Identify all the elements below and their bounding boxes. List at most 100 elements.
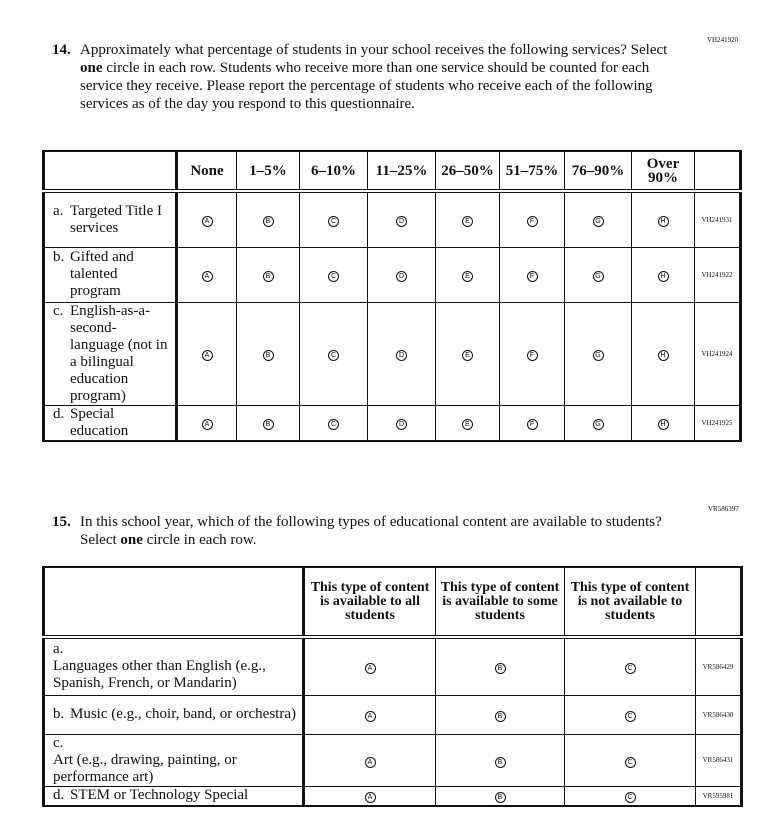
response-bubble-e[interactable]: E	[462, 271, 473, 282]
response-bubble-h[interactable]: H	[657, 271, 669, 282]
response-cell: B	[435, 785, 565, 807]
response-bubble-e[interactable]: E	[462, 216, 473, 228]
response-bubble-f[interactable]: F	[526, 419, 538, 430]
response-bubble-c[interactable]: C	[624, 792, 636, 804]
column-header: This type of content is available to all…	[303, 566, 436, 639]
response-bubble-b[interactable]: B	[494, 711, 506, 722]
response-cell: A	[176, 301, 237, 406]
response-bubble-h[interactable]: H	[657, 350, 669, 361]
response-bubble-g[interactable]: G	[592, 350, 604, 361]
response-cell: C	[299, 301, 368, 406]
response-bubble-a[interactable]: A	[364, 663, 376, 675]
table-row: b. Music (e.g., choir, band, or orchestra…	[43, 694, 742, 735]
row-letter: c.	[53, 734, 64, 751]
response-bubble-c[interactable]: C	[624, 756, 636, 768]
response-bubble-f[interactable]: F	[526, 271, 538, 282]
response-bubble-c[interactable]: C	[624, 663, 636, 675]
table-row: c.Art (e.g., drawing, painting, or perfo…	[43, 733, 742, 787]
response-cell: E	[435, 301, 500, 406]
response-bubble-b[interactable]: B	[262, 216, 274, 228]
response-bubble-c[interactable]: C	[328, 419, 339, 430]
row-letter: d.	[53, 405, 65, 422]
response-bubble-b[interactable]: B	[494, 756, 506, 768]
response-cell: A	[303, 785, 436, 807]
response-cell: A	[176, 246, 237, 303]
response-cell: D	[367, 190, 436, 248]
response-bubble-e[interactable]: E	[462, 350, 473, 361]
column-header: 1–5%	[236, 150, 300, 193]
response-bubble-b[interactable]: B	[494, 663, 506, 675]
response-bubble-c[interactable]: C	[624, 711, 636, 722]
response-cell: A	[176, 404, 237, 441]
response-bubble-a[interactable]: A	[364, 756, 376, 768]
header-blank	[43, 566, 305, 639]
response-bubble-b[interactable]: B	[262, 350, 274, 361]
response-cell: H	[631, 404, 695, 441]
response-bubble-g[interactable]: G	[592, 419, 604, 430]
response-cell: F	[499, 404, 565, 441]
response-bubble-c[interactable]: C	[328, 271, 339, 282]
response-bubble-b[interactable]: B	[262, 419, 274, 430]
table-row: a.Languages other than English (e.g., Sp…	[43, 636, 742, 696]
response-cell: B	[236, 246, 300, 303]
response-cell: G	[564, 190, 632, 248]
response-cell: H	[631, 246, 695, 303]
question-14-grid: None 1–5% 6–10% 11–25% 26–50% 51–75% 76–90% Ove…	[42, 150, 742, 442]
row-text: Languages other than English (e.g., Span…	[53, 658, 266, 692]
question-number: 14.	[52, 42, 71, 58]
response-cell: C	[299, 246, 368, 303]
row-label: b. Music (e.g., choir, band, or orchestra…	[43, 694, 305, 735]
response-bubble-f[interactable]: F	[526, 350, 538, 361]
response-bubble-a[interactable]: A	[364, 711, 376, 722]
response-bubble-a[interactable]: A	[201, 271, 213, 282]
response-bubble-b[interactable]: B	[494, 792, 506, 804]
response-cell: F	[499, 301, 565, 406]
response-cell: H	[631, 190, 695, 248]
response-cell: E	[435, 246, 500, 303]
header-code-blank	[694, 150, 741, 193]
row-label: c.Art (e.g., drawing, painting, or perfo…	[43, 733, 305, 787]
response-cell: C	[299, 404, 368, 441]
question-15: 15. In this school year, which of the fo…	[52, 513, 672, 549]
row-text: English-as-a-second-language (not in a b…	[70, 302, 168, 404]
table-row: d. STEM or Technology Special A B C VR595981	[43, 785, 742, 807]
row-letter: c.	[53, 302, 64, 319]
response-bubble-f[interactable]: F	[526, 216, 538, 228]
response-bubble-h[interactable]: H	[657, 419, 669, 430]
response-bubble-d[interactable]: D	[396, 216, 407, 228]
row-text: STEM or Technology Special	[70, 787, 249, 804]
response-bubble-a[interactable]: A	[201, 419, 213, 430]
table-row: d. Special education A B C D E F G H VH241925	[43, 404, 741, 441]
response-cell: D	[367, 246, 436, 303]
row-letter: a.	[53, 202, 64, 219]
response-cell: B	[435, 733, 565, 787]
item-code: VR595981	[695, 785, 742, 807]
response-bubble-a[interactable]: A	[201, 350, 213, 361]
emphasis: one	[120, 532, 143, 548]
row-label: a. Targeted Title I services	[43, 190, 178, 248]
response-bubble-h[interactable]: H	[657, 216, 669, 228]
response-bubble-a[interactable]: A	[201, 216, 213, 228]
header-blank	[43, 150, 178, 193]
column-header: 76–90%	[564, 150, 632, 193]
response-bubble-g[interactable]: G	[592, 271, 604, 282]
response-bubble-d[interactable]: D	[396, 350, 407, 361]
table-row: a. Targeted Title I services A B C D E F G H VH241…	[43, 190, 741, 248]
row-text: Gifted and talented program	[70, 249, 134, 299]
response-bubble-e[interactable]: E	[462, 419, 473, 430]
response-cell: A	[303, 733, 436, 787]
response-bubble-d[interactable]: D	[396, 419, 407, 430]
column-header: None	[176, 150, 237, 193]
row-label: c. English-as-a-second-language (not in a…	[43, 301, 178, 406]
response-cell: E	[435, 404, 500, 441]
row-label: a.Languages other than English (e.g., Sp…	[43, 636, 305, 696]
response-cell: G	[564, 404, 632, 441]
response-bubble-c[interactable]: C	[328, 350, 339, 361]
response-bubble-g[interactable]: G	[592, 216, 604, 228]
response-cell: E	[435, 190, 500, 248]
response-cell: G	[564, 301, 632, 406]
response-bubble-c[interactable]: C	[328, 216, 339, 228]
response-bubble-b[interactable]: B	[262, 271, 274, 282]
response-bubble-a[interactable]: A	[364, 792, 376, 804]
response-bubble-d[interactable]: D	[396, 271, 407, 282]
